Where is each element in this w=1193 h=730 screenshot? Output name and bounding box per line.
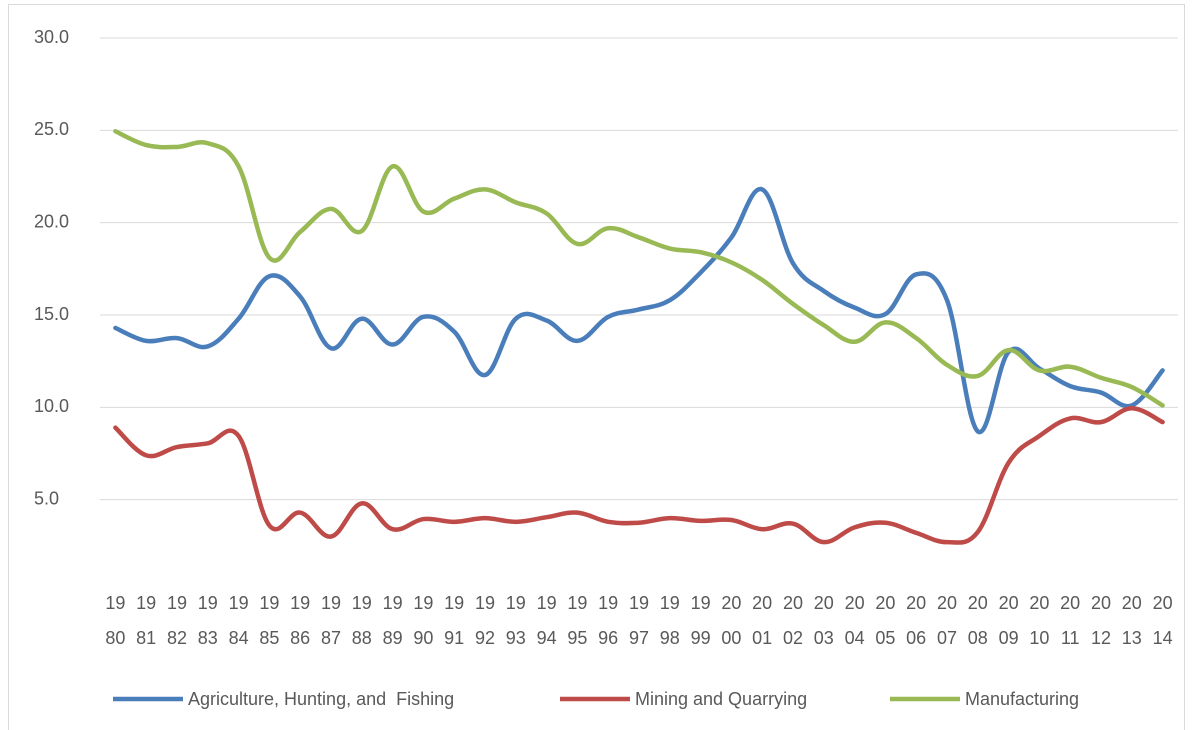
series-line bbox=[113, 406, 1165, 545]
x-tick-label: 1992 bbox=[474, 593, 496, 648]
x-tick-label: 2014 bbox=[1152, 593, 1173, 648]
x-tick-label: 1982 bbox=[166, 593, 188, 648]
series-line bbox=[113, 187, 1165, 435]
x-tick-label: 1985 bbox=[259, 593, 280, 648]
x-tick-label: 2012 bbox=[1090, 593, 1112, 648]
x-tick-label: 1997 bbox=[628, 593, 650, 648]
y-tick-label: 30.0 bbox=[34, 27, 69, 47]
y-tick-label: 10.0 bbox=[34, 396, 69, 416]
x-tick-label: 2013 bbox=[1121, 593, 1142, 648]
x-tick-label: 1996 bbox=[598, 593, 619, 648]
legend-label: Mining and Quarrying bbox=[635, 689, 807, 709]
chart-border bbox=[8, 4, 1185, 730]
series-line bbox=[113, 129, 1165, 408]
x-tick-label: 2002 bbox=[782, 593, 804, 648]
x-tick-label: 1998 bbox=[659, 593, 680, 648]
x-tick-label: 1991 bbox=[444, 593, 465, 648]
x-tick-label: 1993 bbox=[505, 593, 526, 648]
x-tick-label: 2007 bbox=[936, 593, 958, 648]
y-tick-label: 20.0 bbox=[34, 211, 69, 231]
x-tick-label: 1994 bbox=[536, 593, 557, 648]
x-tick-label: 2010 bbox=[1029, 593, 1050, 648]
legend-label: Manufacturing bbox=[965, 689, 1079, 709]
x-tick-label: 1981 bbox=[136, 593, 157, 648]
x-tick-label: 1999 bbox=[690, 593, 711, 648]
x-tick-label: 1995 bbox=[567, 593, 588, 648]
x-tick-label: 1980 bbox=[105, 593, 126, 648]
x-tick-label: 1984 bbox=[228, 593, 249, 648]
x-tick-label: 2003 bbox=[813, 593, 834, 648]
x-tick-label: 2009 bbox=[998, 593, 1019, 648]
legend-label: Agriculture, Hunting, and Fishing bbox=[188, 689, 454, 709]
x-tick-label: 2008 bbox=[967, 593, 988, 648]
x-tick-label: 2011 bbox=[1060, 593, 1081, 648]
x-tick-label: 1988 bbox=[351, 593, 372, 648]
x-tick-label: 2005 bbox=[875, 593, 896, 648]
y-tick-label: 25.0 bbox=[34, 119, 69, 139]
x-tick-label: 2004 bbox=[844, 593, 865, 648]
x-tick-label: 2006 bbox=[906, 593, 927, 648]
x-tick-label: 1987 bbox=[320, 593, 342, 648]
x-tick-label: 2001 bbox=[752, 593, 773, 648]
x-tick-label: 1983 bbox=[197, 593, 218, 648]
x-tick-label: 2000 bbox=[721, 593, 742, 648]
x-tick-label: 1986 bbox=[290, 593, 311, 648]
x-tick-label: 1989 bbox=[382, 593, 403, 648]
y-tick-label: 5.0 bbox=[34, 488, 59, 508]
x-tick-label: 1990 bbox=[413, 593, 434, 648]
y-tick-label: 15.0 bbox=[34, 304, 69, 324]
